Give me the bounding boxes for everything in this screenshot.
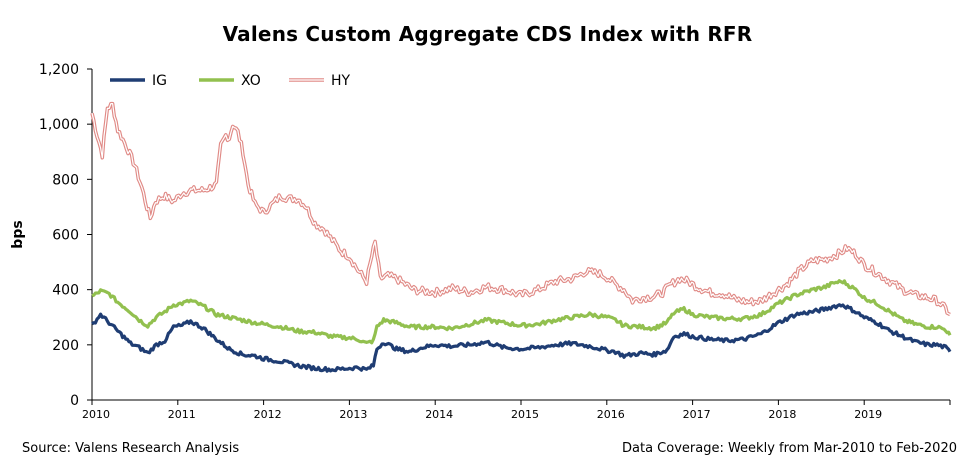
- source-note: Source: Valens Research Analysis: [22, 441, 239, 456]
- y-tick-label: 1,000: [39, 117, 79, 133]
- x-tick-label: 2017: [683, 408, 711, 421]
- legend-item-ig: IG: [110, 73, 167, 89]
- x-tick-label: 2013: [339, 408, 367, 421]
- y-ticks: 0 200 400 600 800 1,000 1,200: [39, 62, 92, 409]
- series-group: [92, 104, 950, 372]
- legend-label: IG: [152, 73, 167, 89]
- legend-label: HY: [331, 73, 351, 89]
- x-tick-label: 2015: [511, 408, 539, 421]
- legend-item-xo: XO: [199, 73, 261, 89]
- x-tick-label: 2011: [168, 408, 196, 421]
- y-tick-label: 1,200: [39, 62, 79, 78]
- x-tick-label: 2010: [82, 408, 110, 421]
- x-tick-label: 2018: [768, 408, 796, 421]
- y-tick-label: 800: [52, 172, 79, 188]
- y-tick-label: 400: [52, 283, 79, 299]
- series-line-hy-inner: [92, 104, 950, 315]
- y-tick-label: 0: [70, 393, 79, 409]
- chart-svg: 0 200 400 600 800 1,000 1,200 2010 2011 2012 2013…: [0, 0, 975, 470]
- y-tick-label: 200: [52, 338, 79, 354]
- y-axis-label: bps: [10, 220, 26, 248]
- legend: IG XO HY: [110, 73, 351, 89]
- y-tick-label: 600: [52, 228, 79, 244]
- x-tick-label: 2016: [597, 408, 625, 421]
- series-line-hy: [92, 104, 950, 315]
- x-tick-label: 2012: [254, 408, 282, 421]
- x-ticks: 2010 2011 2012 2013 2014 2015 2016 2017 2018 2019: [82, 400, 950, 421]
- legend-label: XO: [241, 73, 261, 89]
- coverage-note: Data Coverage: Weekly from Mar-2010 to F…: [622, 441, 957, 456]
- x-tick-label: 2019: [854, 408, 882, 421]
- x-tick-label: 2014: [425, 408, 453, 421]
- legend-item-hy: HY: [289, 73, 351, 89]
